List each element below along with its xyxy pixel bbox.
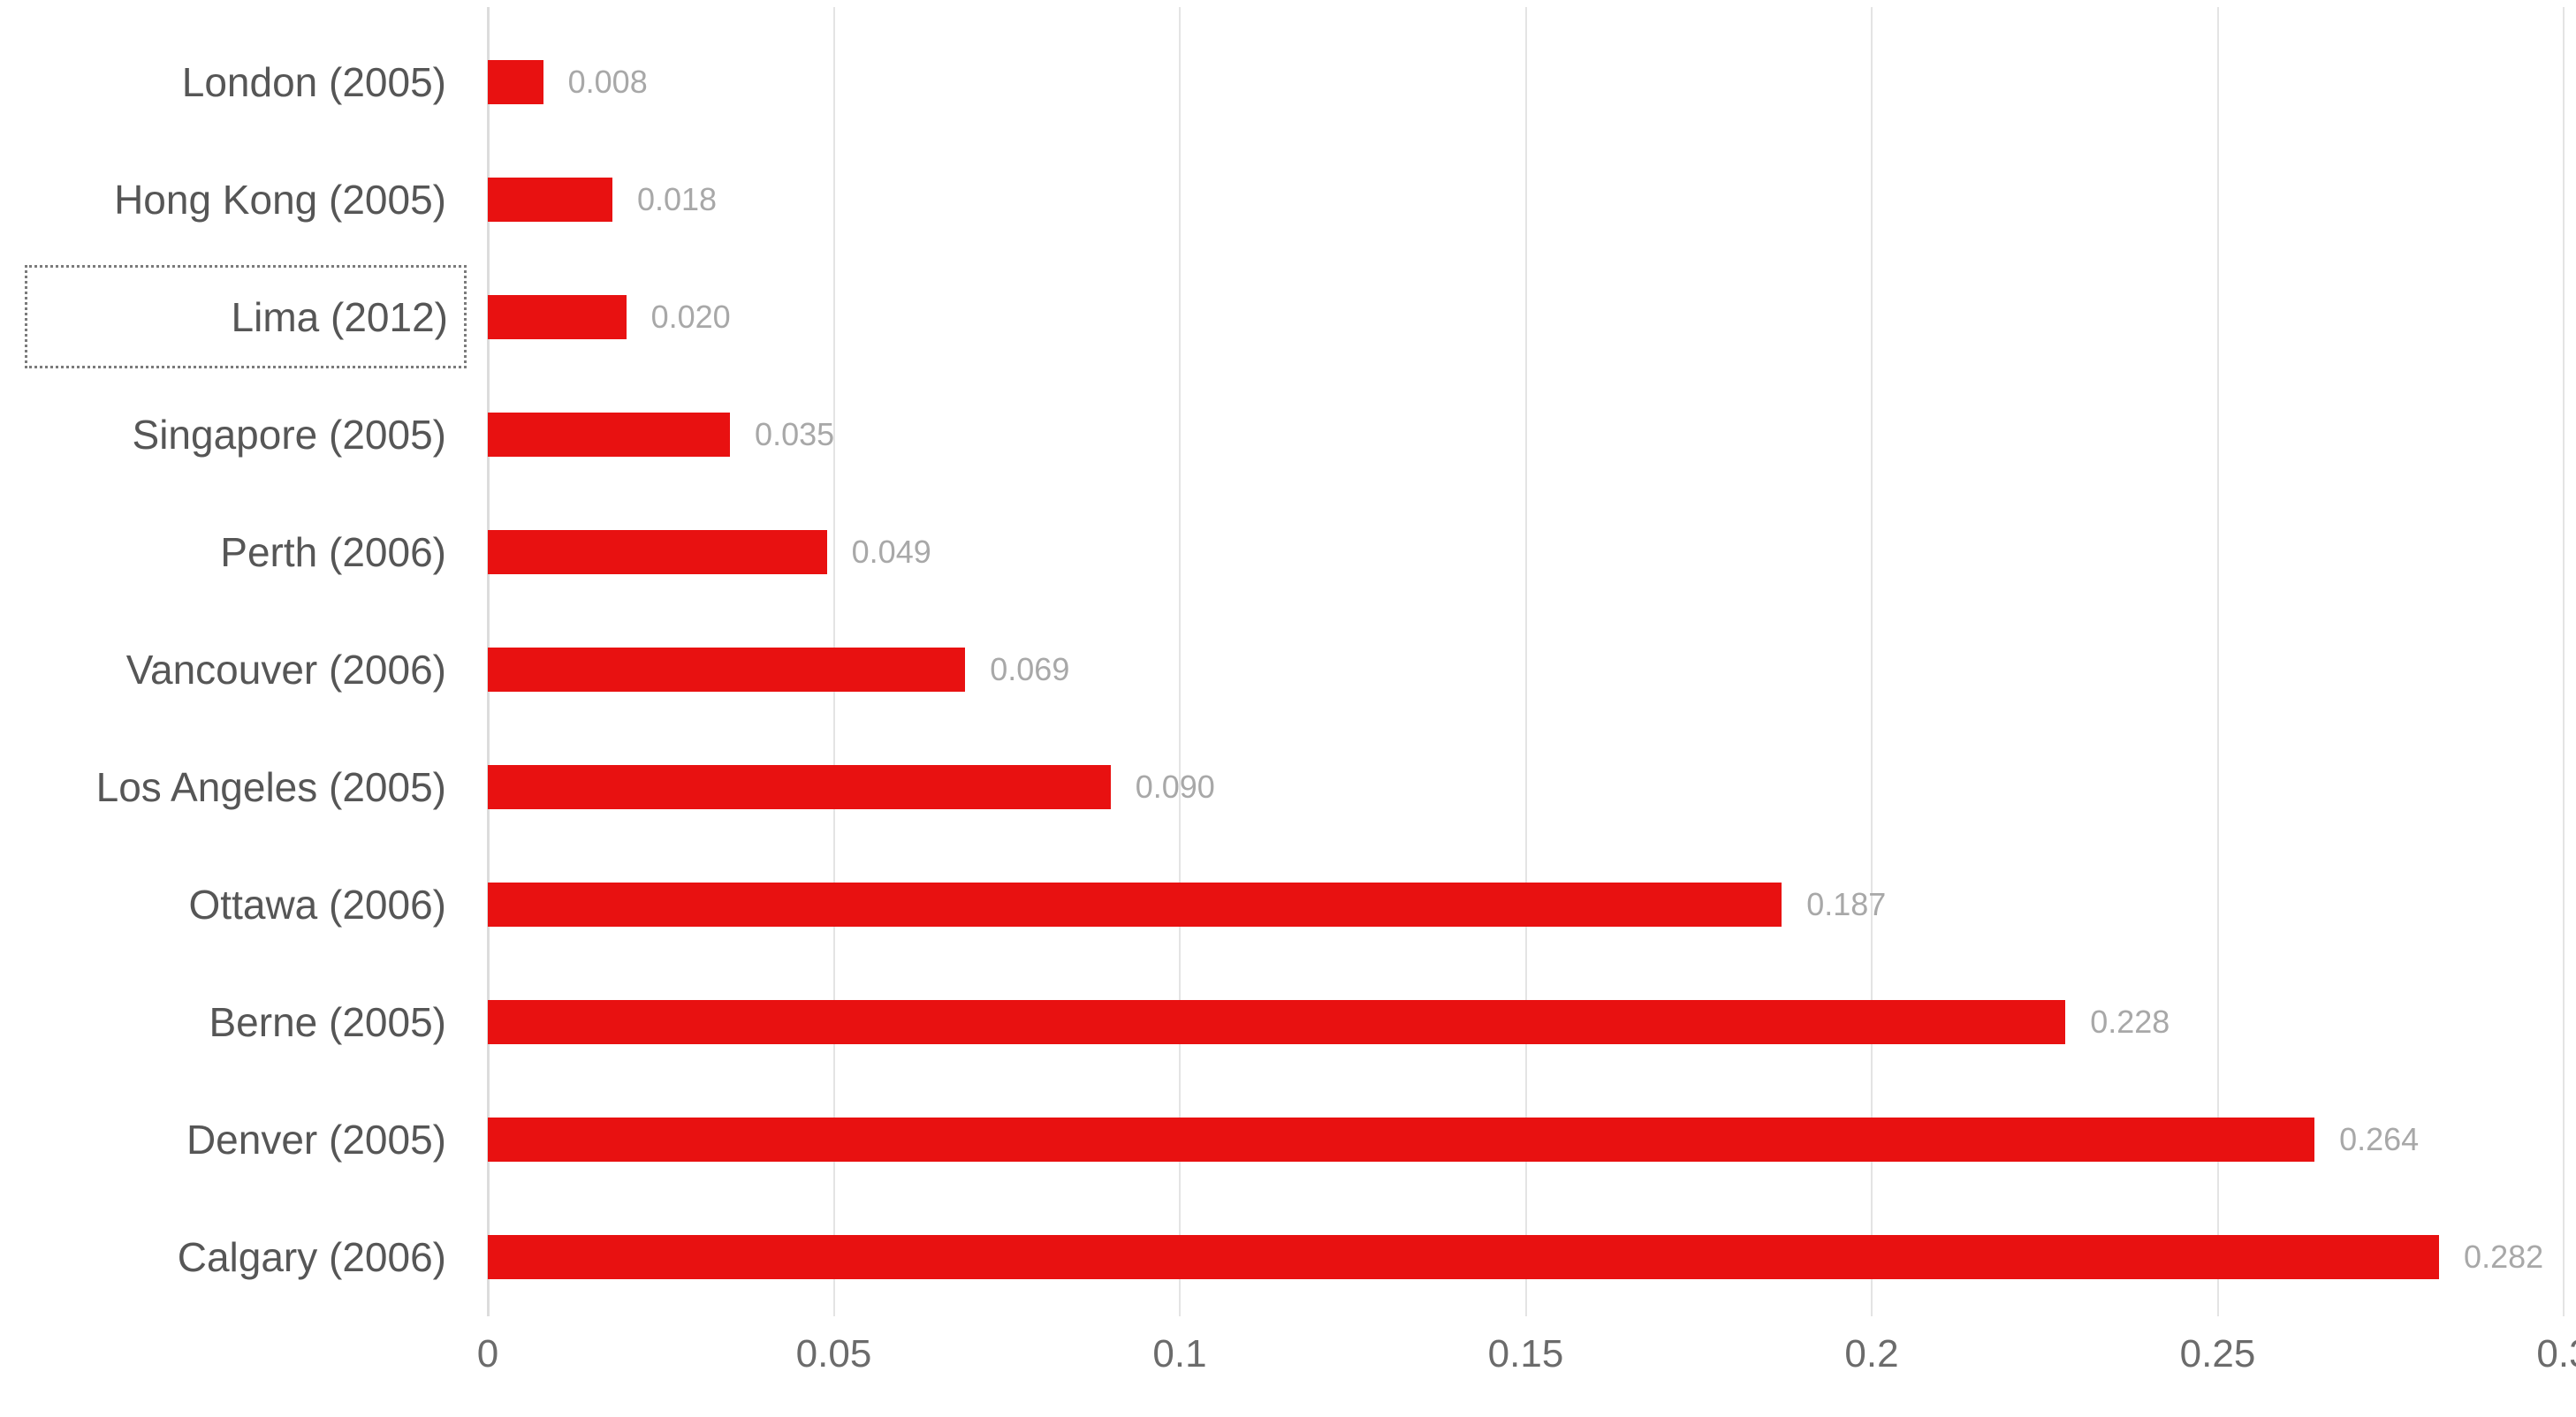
value-label: 0.228 — [2090, 1003, 2170, 1040]
bar-row: London (2005) 0.008 — [0, 23, 2576, 140]
bar-row: Denver (2005) 0.264 — [0, 1080, 2576, 1198]
value-label: 0.018 — [636, 180, 718, 217]
x-axis-tick-label: 0.25 — [2179, 1332, 2256, 1375]
category-label-cell: Singapore (2005) — [0, 411, 488, 458]
value-label: 0.020 — [650, 298, 731, 335]
bar[interactable] — [488, 1117, 2315, 1162]
category-label-cell: Los Angeles (2005) — [0, 763, 488, 811]
bar[interactable] — [488, 529, 827, 574]
bar[interactable] — [488, 764, 1111, 809]
category-label[interactable]: London (2005) — [181, 58, 446, 105]
category-label-cell: Denver (2005) — [0, 1116, 488, 1163]
bar-row: Berne (2005) 0.228 — [0, 963, 2576, 1080]
bar-row: Singapore (2005) 0.035 — [0, 375, 2576, 493]
bar-row: Calgary (2006) 0.282 — [0, 1198, 2576, 1315]
bar-rows: London (2005) 0.008 Hong Kong (2005) 0.018 L… — [0, 23, 2576, 1315]
bar[interactable] — [488, 999, 2066, 1044]
x-axis-tick-label: 0.3 — [2536, 1332, 2576, 1375]
value-label: 0.264 — [2339, 1120, 2420, 1157]
gridline — [2216, 7, 2219, 1316]
bar[interactable] — [488, 59, 543, 104]
bar[interactable] — [488, 647, 966, 692]
category-label-cell: Calgary (2006) — [0, 1233, 488, 1281]
value-label: 0.035 — [755, 415, 835, 452]
bar-row: Perth (2006) 0.049 — [0, 493, 2576, 610]
category-label-cell: Berne (2005) — [0, 998, 488, 1046]
bar-row: Vancouver (2006) 0.069 — [0, 610, 2576, 728]
value-label: 0.049 — [851, 533, 931, 570]
category-label[interactable]: Lima (2012) — [231, 293, 448, 340]
category-label-cell: Vancouver (2006) — [0, 646, 488, 693]
category-label[interactable]: Ottawa (2006) — [188, 881, 446, 928]
category-label-cell: Ottawa (2006) — [0, 881, 488, 928]
x-axis-tick-label: 0.1 — [1152, 1332, 1207, 1375]
selected-category-box[interactable]: Lima (2012) — [25, 265, 467, 368]
bar-row: Los Angeles (2005) 0.090 — [0, 728, 2576, 845]
category-label[interactable]: Singapore (2005) — [132, 411, 446, 458]
category-label[interactable]: Berne (2005) — [209, 998, 447, 1045]
gridline — [1524, 7, 1527, 1316]
category-label[interactable]: Perth (2006) — [220, 528, 446, 575]
x-axis-tick-label: 0.05 — [795, 1332, 872, 1375]
gridline — [1179, 7, 1181, 1316]
category-label-cell: London (2005) — [0, 58, 488, 106]
value-label: 0.069 — [990, 650, 1070, 687]
category-label[interactable]: Los Angeles (2005) — [95, 763, 446, 810]
bar[interactable] — [488, 882, 1782, 927]
bar-row: Hong Kong (2005) 0.018 — [0, 140, 2576, 258]
value-label: 0.187 — [1806, 885, 1887, 922]
bar-row: Ottawa (2006) 0.187 — [0, 845, 2576, 963]
value-label: 0.090 — [1135, 768, 1215, 805]
category-label[interactable]: Hong Kong (2005) — [114, 176, 446, 223]
bar[interactable] — [488, 177, 612, 222]
category-label-cell: Hong Kong (2005) — [0, 176, 488, 224]
category-label[interactable]: Denver (2005) — [186, 1116, 446, 1163]
gridline — [2563, 7, 2565, 1316]
x-axis-tick-label: 0.15 — [1487, 1332, 1564, 1375]
category-label[interactable]: Calgary (2006) — [177, 1233, 446, 1280]
category-label-cell: Perth (2006) — [0, 528, 488, 576]
bar-row: Lima (2012) 0.020 — [0, 258, 2576, 375]
bar[interactable] — [488, 412, 731, 457]
gridline — [1871, 7, 1873, 1316]
value-label: 0.008 — [567, 63, 648, 100]
value-label: 0.282 — [2464, 1238, 2544, 1275]
category-label[interactable]: Vancouver (2006) — [125, 646, 446, 693]
bar[interactable] — [488, 1234, 2440, 1279]
x-axis-tick-label: 0.2 — [1844, 1332, 1899, 1375]
bar[interactable] — [488, 294, 627, 339]
category-label-cell: Lima (2012) — [0, 265, 488, 368]
x-axis-tick-label: 0 — [476, 1332, 499, 1375]
